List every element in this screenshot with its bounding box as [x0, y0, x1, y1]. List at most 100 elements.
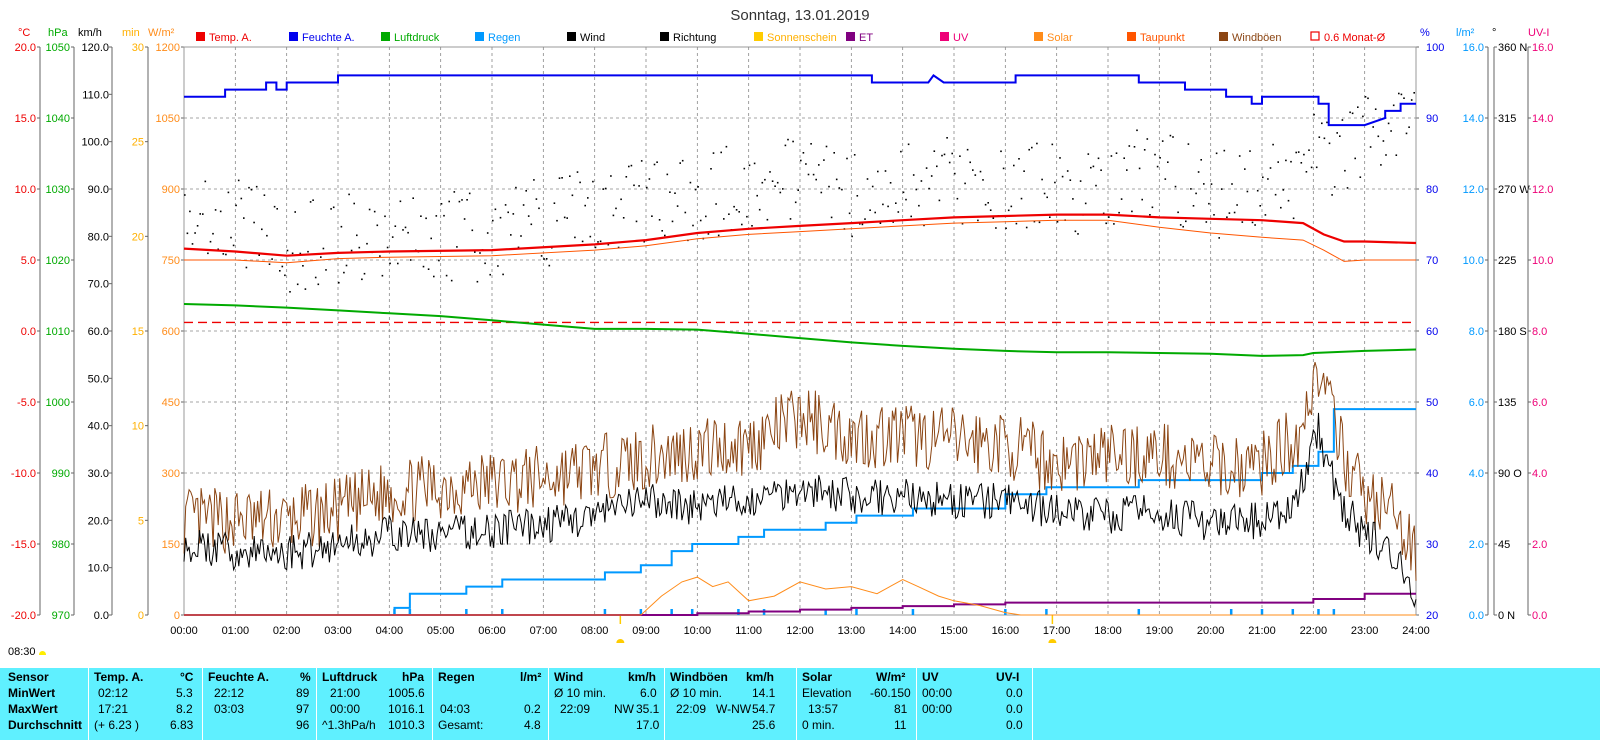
- direction-point: [1069, 179, 1072, 181]
- direction-point: [825, 145, 828, 148]
- direction-point: [792, 140, 794, 143]
- direction-point: [728, 213, 730, 215]
- direction-point: [1359, 176, 1362, 178]
- humidity-min: 89: [296, 686, 310, 700]
- direction-point: [912, 174, 915, 176]
- direction-point: [1344, 169, 1346, 172]
- direction-point: [738, 211, 740, 213]
- direction-point: [905, 198, 907, 201]
- direction-point: [381, 274, 384, 277]
- direction-point: [615, 207, 617, 210]
- legend-item: Feuchte A.: [289, 32, 355, 44]
- direction-point: [707, 233, 710, 235]
- direction-point: [340, 225, 343, 228]
- direction-point: [646, 186, 648, 189]
- direction-point: [1066, 170, 1069, 172]
- legend-swatch: [1310, 31, 1320, 41]
- direction-point: [376, 224, 379, 227]
- temp-axis: °C 20.0 15.0 10.0 5.0 0.0 -5.0 -10.0 -15.0 -20.0: [11, 27, 41, 622]
- direction-point: [286, 249, 289, 252]
- direction-point: [576, 171, 579, 173]
- axis-tick-label: 60.0: [88, 326, 109, 338]
- direction-point: [620, 198, 622, 201]
- axis-tick-label: 20.0: [15, 42, 36, 54]
- direction-point: [966, 148, 969, 151]
- rain-total-label: Gesamt:: [438, 718, 484, 732]
- axis-tick-label: -5.0: [17, 397, 36, 409]
- direction-point: [307, 250, 309, 253]
- axis-tick-label: 2.0: [1532, 539, 1547, 551]
- direction-point: [956, 197, 959, 200]
- direction-point: [1277, 161, 1279, 163]
- solar-axis: W/m² 1200 1050 900 750 600 450 300 150 0: [148, 27, 184, 622]
- direction-point: [1287, 199, 1290, 202]
- axis-tick-label: 0.0: [1532, 610, 1547, 622]
- direction-point: [263, 194, 266, 196]
- direction-point: [320, 256, 322, 258]
- direction-point: [1031, 146, 1033, 149]
- direction-point: [1408, 126, 1410, 128]
- direction-point: [273, 205, 276, 208]
- direction-point: [230, 236, 232, 239]
- direction-point: [1315, 166, 1318, 169]
- direction-point: [1169, 134, 1172, 137]
- axis-tick-label: 120.0: [81, 42, 109, 54]
- legend-swatch: [475, 32, 484, 41]
- direction-point: [299, 252, 302, 255]
- direction-point: [866, 178, 869, 180]
- x-tick-label: 19:00: [1146, 625, 1174, 637]
- direction-point: [851, 235, 853, 238]
- direction-point: [1403, 97, 1405, 99]
- direction-point: [312, 199, 314, 201]
- direction-point: [291, 252, 294, 255]
- direction-point: [476, 280, 479, 283]
- solar-avg: 11: [894, 718, 907, 732]
- direction-point: [571, 194, 574, 197]
- rain-header: Regen: [438, 670, 475, 684]
- direction-point: [1054, 181, 1056, 184]
- direction-point: [900, 150, 902, 153]
- sunmin-axis: min 30 25 20 15 10 5 0: [122, 27, 149, 622]
- direction-point: [1138, 167, 1141, 170]
- direction-point: [358, 246, 361, 249]
- direction-point: [802, 152, 805, 154]
- direction-point: [1072, 198, 1074, 200]
- direction-point: [769, 171, 771, 173]
- axis-tick-label: 1050: [46, 42, 70, 54]
- gust-avg: 25.6: [752, 718, 776, 732]
- direction-point: [420, 215, 422, 217]
- direction-point: [338, 281, 340, 284]
- direction-point: [1215, 152, 1218, 155]
- direction-point: [948, 161, 951, 164]
- direction-point: [1074, 230, 1077, 233]
- direction-point: [1228, 212, 1231, 214]
- legend-swatch: [196, 32, 205, 41]
- solar-min-label: Elevation: [802, 686, 852, 700]
- x-tick-label: 03:00: [324, 625, 352, 637]
- direction-point: [733, 205, 735, 208]
- axis-tick-label: 10.0: [1463, 255, 1484, 267]
- direction-point: [712, 152, 715, 154]
- direction-point: [1120, 198, 1123, 200]
- direction-point: [861, 223, 864, 226]
- direction-point: [753, 162, 756, 165]
- x-tick-label: 06:00: [478, 625, 506, 637]
- direction-point: [807, 173, 810, 176]
- axis-tick-label: 2.0: [1469, 539, 1484, 551]
- direction-point: [1092, 165, 1095, 168]
- direction-point: [209, 240, 212, 243]
- direction-point: [361, 278, 363, 281]
- direction-point: [1274, 193, 1277, 196]
- axis-tick-label: 6.0: [1469, 397, 1484, 409]
- x-tick-label: 16:00: [992, 625, 1020, 637]
- legend-swatch: [940, 32, 949, 41]
- direction-point: [1349, 111, 1351, 114]
- direction-point: [625, 176, 628, 178]
- direction-point: [486, 232, 489, 234]
- direction-point: [1195, 192, 1197, 195]
- temp-unit: °C: [180, 670, 194, 684]
- direction-point: [592, 180, 594, 183]
- column-separator: [432, 668, 433, 740]
- wind-avg: 17.0: [636, 718, 660, 732]
- direction-point: [453, 191, 456, 193]
